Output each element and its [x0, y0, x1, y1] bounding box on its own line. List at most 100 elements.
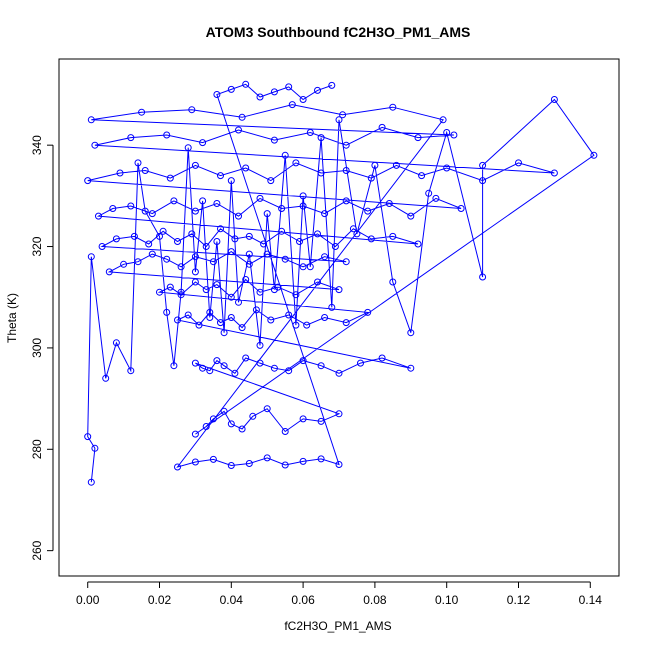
data-point [209, 415, 217, 423]
data-point [317, 134, 325, 142]
data-point [392, 161, 400, 169]
data-point [87, 478, 95, 486]
data-point [263, 405, 271, 413]
data-point [425, 189, 433, 197]
data-point [270, 88, 278, 96]
data-point [335, 369, 343, 377]
data-point [389, 103, 397, 111]
data-point [335, 116, 343, 124]
data-point [303, 321, 311, 329]
data-point [285, 367, 293, 375]
data-point [321, 253, 329, 261]
data-point [238, 425, 246, 433]
data-point [213, 238, 221, 245]
y-tick-label: 300 [30, 338, 44, 358]
data-point [256, 93, 264, 101]
data-point [156, 232, 163, 240]
data-point [550, 96, 558, 103]
data-point [342, 319, 350, 327]
data-point [209, 258, 217, 266]
data-point [209, 455, 217, 463]
data-point [479, 273, 487, 281]
data-point [191, 161, 199, 169]
data-point [199, 364, 207, 372]
data-point [98, 243, 106, 250]
data-point [274, 283, 282, 291]
x-tick-label: 0.14 [579, 593, 603, 607]
data-point [199, 139, 207, 147]
x-tick-label: 0.02 [148, 593, 172, 607]
data-point [364, 207, 372, 215]
x-tick-label: 0.04 [220, 593, 244, 607]
data-point [317, 362, 325, 370]
data-point [159, 227, 167, 235]
data-point [335, 461, 343, 468]
data-point [156, 288, 163, 296]
data-point [314, 86, 321, 94]
data-point [91, 444, 99, 452]
x-tick-label: 0.00 [76, 593, 100, 607]
data-point [202, 286, 210, 294]
data-point [335, 410, 343, 418]
data-point [299, 263, 307, 271]
data-point [213, 200, 221, 207]
data-point [285, 83, 293, 91]
data-point [242, 276, 250, 283]
data-point [231, 235, 239, 243]
data-point [367, 174, 375, 182]
data-point [317, 169, 325, 177]
data-point [278, 205, 286, 212]
y-axis-label: Theta (K) [5, 293, 19, 343]
data-point [188, 230, 196, 238]
data-point [418, 172, 426, 180]
x-tick-label: 0.10 [435, 593, 459, 607]
data-point [335, 286, 343, 294]
data-point [378, 123, 386, 131]
data-point [342, 258, 350, 266]
data-point [245, 460, 253, 467]
data-point [299, 96, 307, 103]
data-point [127, 202, 135, 210]
data-point [91, 141, 99, 149]
data-point [112, 339, 120, 347]
data-point [443, 164, 451, 172]
data-point [432, 194, 440, 202]
data-point [191, 359, 199, 367]
data-point [112, 235, 120, 243]
data-point [84, 433, 92, 441]
data-point [177, 291, 185, 299]
data-point [213, 357, 221, 365]
data-point [127, 134, 135, 142]
data-point [479, 177, 487, 185]
data-point [288, 101, 296, 109]
data-point [389, 232, 397, 240]
data-point [256, 194, 264, 202]
data-point [263, 210, 271, 218]
data-point [134, 159, 142, 167]
x-tick-label: 0.06 [291, 593, 315, 607]
data-point [231, 369, 239, 377]
data-point [245, 232, 253, 240]
data-point [349, 225, 357, 233]
data-point [292, 321, 300, 329]
data-point [220, 407, 228, 415]
data-point [299, 202, 307, 210]
data-point [590, 151, 598, 159]
data-point [256, 341, 264, 349]
data-point [191, 207, 199, 215]
data-point [217, 319, 224, 327]
data-point [270, 136, 278, 144]
y-tick-label: 260 [30, 540, 44, 560]
data-point [177, 263, 185, 271]
data-point [515, 159, 522, 167]
data-point [220, 362, 228, 370]
data-point [120, 260, 128, 268]
data-point [245, 250, 253, 258]
data-point [242, 164, 250, 172]
data-point [407, 212, 415, 220]
data-point [321, 210, 329, 218]
data-point [242, 80, 250, 88]
data-point [443, 129, 451, 136]
data-point [328, 81, 336, 89]
data-point [378, 354, 386, 362]
